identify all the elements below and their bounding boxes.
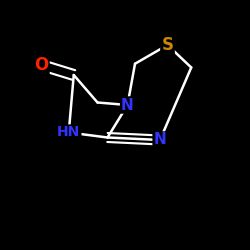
Text: N: N — [121, 98, 134, 112]
Text: HN: HN — [57, 126, 80, 140]
Text: O: O — [34, 56, 48, 74]
Text: S: S — [162, 36, 173, 54]
Text: N: N — [154, 132, 166, 148]
